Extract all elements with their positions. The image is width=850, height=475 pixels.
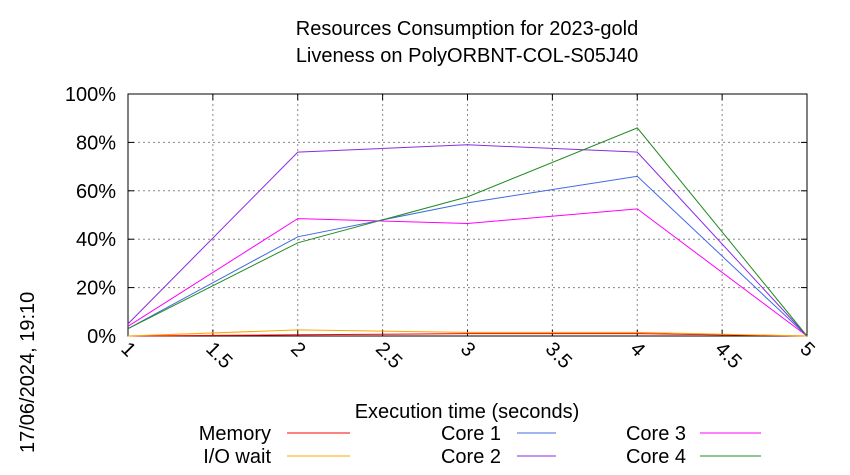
- grid-lines: [127, 93, 808, 337]
- series-line-core-3: [127, 208, 808, 337]
- series-line-core-1: [127, 175, 808, 337]
- legend-label-memory: Memory: [199, 423, 271, 445]
- x-tick-label: 3.5: [541, 338, 576, 373]
- timestamp-label: 17/06/2024, 19:10: [17, 292, 39, 453]
- x-axis-label: Execution time (seconds): [355, 401, 580, 423]
- legend-label-core-3: Core 3: [626, 423, 686, 445]
- x-tick-labels: 1 1.5 2 2.5 3 3.5 4 4.5 5: [116, 338, 818, 373]
- series-line-memory: [127, 333, 808, 337]
- series-line-core-4: [127, 127, 808, 337]
- legend-label-core-1: Core 1: [441, 423, 501, 445]
- x-tick-label: 1.5: [201, 338, 236, 373]
- y-tick-label: 20%: [76, 278, 116, 300]
- y-tick-label: 100%: [65, 84, 116, 106]
- legend-label-core-2: Core 2: [441, 446, 501, 468]
- y-tick-label: 40%: [76, 229, 116, 251]
- y-tick-label: 60%: [76, 181, 116, 203]
- x-tick-label: 3: [456, 338, 479, 361]
- legend-label-core-4: Core 4: [626, 446, 686, 468]
- x-tick-label: 2: [286, 338, 309, 361]
- x-tick-label: 4: [626, 338, 649, 361]
- series-line-i-o-wait: [127, 329, 808, 337]
- x-tick-label: 4.5: [711, 338, 746, 373]
- legend-label-i-o-wait: I/O wait: [203, 446, 271, 468]
- chart-subtitle: Liveness on PolyORBNT-COL-S05J40: [296, 45, 638, 67]
- x-tick-label: 1: [116, 338, 139, 361]
- y-tick-label: 0%: [87, 326, 116, 348]
- chart-title: Resources Consumption for 2023-gold: [296, 18, 638, 40]
- x-tick-label: 5: [795, 338, 818, 361]
- series-lines: [127, 127, 808, 337]
- x-tick-label: 2.5: [371, 338, 406, 373]
- series-line-core-2: [127, 144, 808, 337]
- plot-frame: [127, 93, 808, 337]
- y-tick-labels: 0% 20% 40% 60% 80% 100%: [65, 84, 116, 348]
- y-tick-label: 80%: [76, 132, 116, 154]
